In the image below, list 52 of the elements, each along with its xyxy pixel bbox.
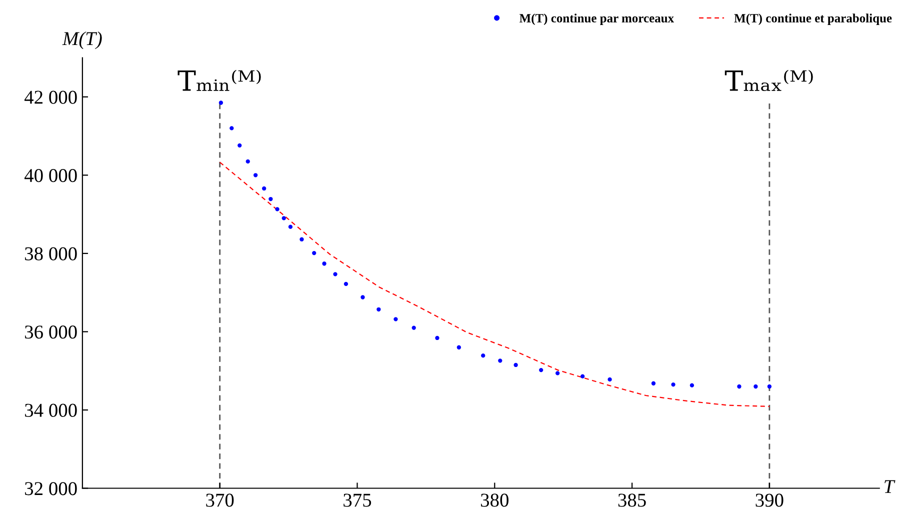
y-tick-label: 38 000 xyxy=(25,247,77,260)
y-tick-label: 40 000 xyxy=(24,168,77,182)
point xyxy=(435,336,440,340)
point xyxy=(737,384,742,389)
legend-label: M(T) continue et parabolique xyxy=(734,14,892,25)
point xyxy=(288,224,293,229)
ref-line-label: Tₘᵢₙ⁽ᴹ⁾ xyxy=(178,70,261,91)
point xyxy=(218,100,224,105)
point xyxy=(262,186,266,191)
point xyxy=(230,126,234,130)
x-axis-title: T xyxy=(884,480,896,493)
x-tick-label: 390 xyxy=(756,494,784,507)
point xyxy=(253,173,258,178)
point xyxy=(754,384,758,389)
point xyxy=(282,216,286,220)
point xyxy=(690,383,694,388)
point xyxy=(555,371,560,376)
point xyxy=(333,272,338,276)
point xyxy=(344,282,348,286)
point xyxy=(360,295,365,300)
point xyxy=(412,326,416,330)
point xyxy=(456,345,461,350)
y-tick-label: 32 000 xyxy=(25,482,77,496)
point xyxy=(580,374,585,378)
y-axis-title: M(T) xyxy=(62,32,102,50)
point xyxy=(767,384,772,389)
x-tick-label: 375 xyxy=(344,494,372,507)
line-series xyxy=(219,162,770,408)
legend-label: M(T) continue par morceaux xyxy=(520,14,674,25)
y-tick-label: 36 000 xyxy=(25,326,77,339)
point xyxy=(651,381,656,386)
ref-line-label: Tₘₐₓ⁽ᴹ⁾ xyxy=(724,70,813,92)
point xyxy=(238,143,242,148)
point xyxy=(481,353,486,358)
point xyxy=(268,196,273,202)
point xyxy=(275,207,280,212)
x-tick-label: 380 xyxy=(480,494,508,507)
point xyxy=(498,358,502,363)
point xyxy=(300,237,304,242)
point xyxy=(538,368,544,372)
x-tick-label: 385 xyxy=(618,494,646,507)
point xyxy=(322,262,326,266)
y-tick-label: 34 000 xyxy=(25,404,77,417)
point xyxy=(514,362,518,368)
point xyxy=(312,250,316,256)
y-tick-label: 42 000 xyxy=(24,90,77,104)
point xyxy=(246,159,250,164)
point xyxy=(671,382,676,387)
point xyxy=(608,377,612,382)
point xyxy=(394,317,398,322)
point xyxy=(376,307,381,312)
x-tick-label: 370 xyxy=(206,494,234,507)
